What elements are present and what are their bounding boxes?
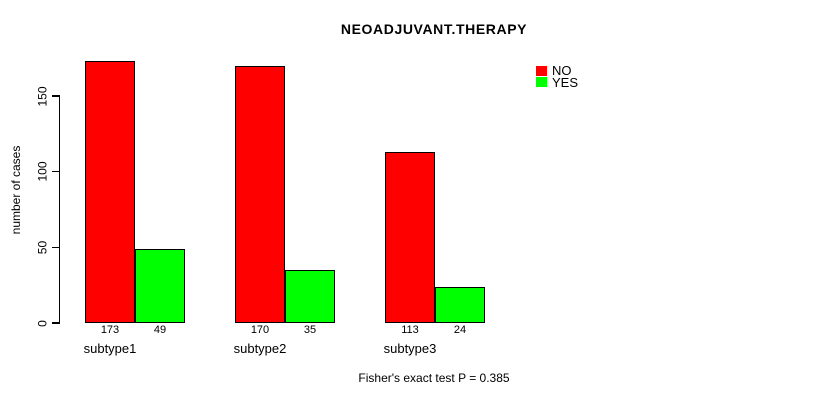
y-tick-mark (52, 95, 59, 97)
y-tick-mark (52, 170, 59, 173)
y-axis-line (58, 95, 60, 324)
bar-value-label: 170 (250, 324, 270, 336)
y-tick-label: 100 (35, 161, 50, 182)
y-tick-label: 150 (35, 85, 50, 107)
bar-value-label: 173 (100, 324, 120, 336)
y-tick-label: 50 (35, 240, 50, 255)
y-axis-label: number of cases (9, 145, 23, 235)
legend-swatch-yes (536, 77, 547, 88)
bar-no-subtype2 (235, 65, 285, 323)
bar-yes-subtype1 (135, 248, 185, 323)
annotation-text: Fisher's exact test P = 0.385 (358, 371, 510, 385)
bar-no-subtype3 (385, 151, 435, 323)
legend-entry-yes: YES (536, 74, 579, 90)
legend: NO YES (536, 63, 579, 90)
bar-value-label: 113 (401, 324, 419, 336)
category-label: subtype3 (383, 341, 437, 356)
y-tick-mark (52, 322, 59, 324)
bar-yes-subtype2 (285, 270, 335, 323)
category-label: subtype1 (83, 341, 137, 356)
y-tick-label: 0 (35, 319, 50, 327)
bar-yes-subtype3 (435, 286, 485, 323)
legend-label-yes: YES (552, 74, 579, 90)
category-label: subtype2 (233, 341, 287, 356)
y-tick-mark (52, 246, 59, 249)
bar-no-subtype1 (85, 61, 135, 323)
bar-value-label: 49 (153, 324, 167, 336)
bar-value-label: 35 (303, 324, 317, 336)
legend-label-no: NO (552, 63, 572, 79)
chart-title: NEOADJUVANT.THERAPY (340, 21, 528, 37)
legend-entry-no: NO (536, 63, 578, 79)
legend-swatch-no (536, 65, 547, 76)
bar-value-label: 24 (453, 324, 467, 336)
